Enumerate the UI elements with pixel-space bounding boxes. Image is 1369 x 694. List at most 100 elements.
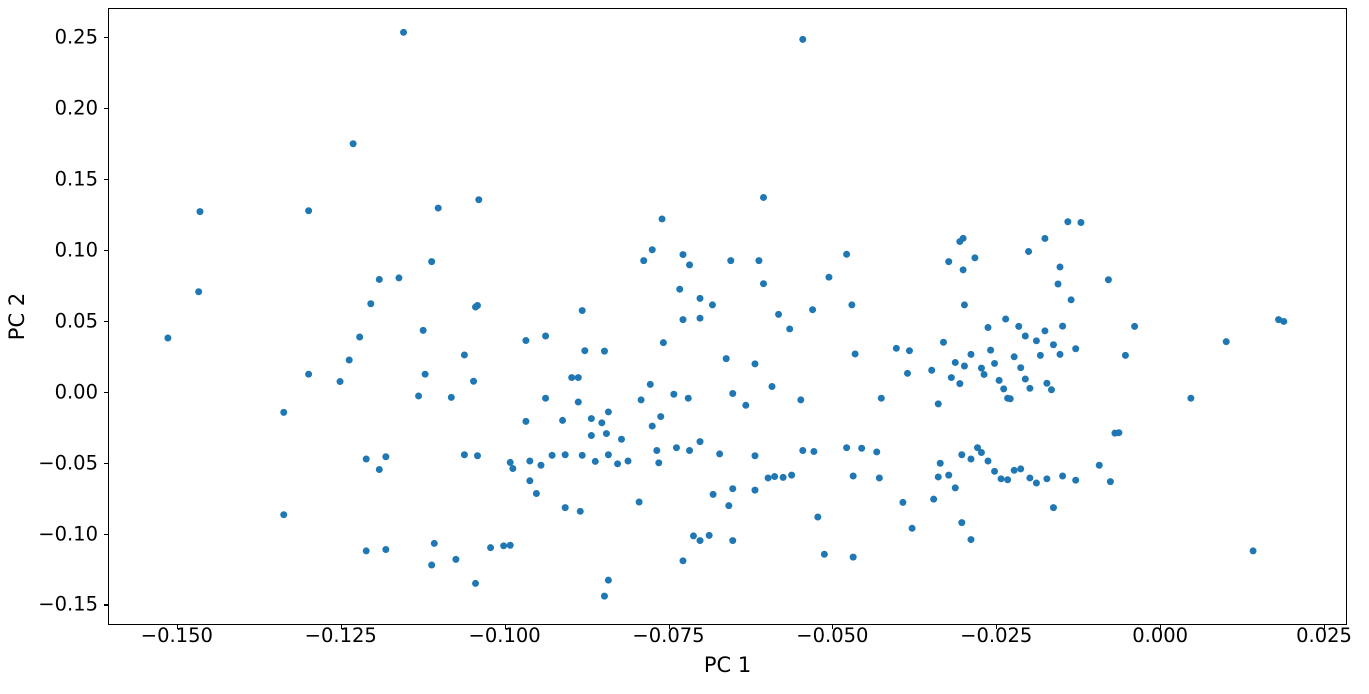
scatter-point xyxy=(686,447,694,455)
scatter-point xyxy=(670,390,678,398)
y-tick-mark xyxy=(104,533,108,535)
scatter-point xyxy=(472,579,480,587)
scatter-point xyxy=(967,536,975,544)
scatter-point xyxy=(637,396,645,404)
scatter-point xyxy=(537,461,545,469)
scatter-point xyxy=(1067,296,1075,304)
scatter-point xyxy=(779,473,787,481)
scatter-point xyxy=(843,444,851,452)
scatter-point xyxy=(280,511,288,519)
scatter-point xyxy=(395,274,403,282)
scatter-point xyxy=(506,458,514,466)
scatter-point xyxy=(729,537,737,545)
scatter-point xyxy=(959,266,967,274)
y-tick-mark xyxy=(104,37,108,39)
x-tick-mark xyxy=(176,625,178,629)
scatter-point xyxy=(574,398,582,406)
scatter-point xyxy=(624,457,632,465)
scatter-point xyxy=(1006,395,1014,403)
scatter-point xyxy=(487,544,495,552)
scatter-point xyxy=(956,380,964,388)
scatter-point xyxy=(799,35,807,43)
scatter-point xyxy=(434,204,442,212)
y-tick-label: 0.00 xyxy=(54,379,98,403)
scatter-point xyxy=(1121,351,1129,359)
scatter-point xyxy=(1041,327,1049,335)
scatter-point xyxy=(1032,337,1040,345)
scatter-point xyxy=(1000,385,1008,393)
scatter-point xyxy=(956,238,964,246)
scatter-point xyxy=(648,246,656,254)
scatter-point xyxy=(1041,234,1049,242)
scatter-point xyxy=(980,370,988,378)
y-tick-mark xyxy=(104,604,108,606)
scatter-point xyxy=(934,400,942,408)
scatter-point xyxy=(1017,465,1025,473)
scatter-point xyxy=(729,485,737,493)
scatter-point xyxy=(892,344,900,352)
scatter-point xyxy=(526,457,534,465)
scatter-point xyxy=(1280,317,1288,325)
scatter-point xyxy=(1072,476,1080,484)
scatter-point xyxy=(1010,466,1018,474)
scatter-point xyxy=(1017,364,1025,372)
scatter-point xyxy=(1054,280,1062,288)
scatter-point xyxy=(708,301,716,309)
scatter-point xyxy=(1059,472,1067,480)
scatter-point xyxy=(820,550,828,558)
scatter-point xyxy=(375,465,383,473)
scatter-point xyxy=(460,351,468,359)
scatter-point xyxy=(1036,351,1044,359)
scatter-point xyxy=(848,301,856,309)
scatter-point xyxy=(655,459,663,467)
scatter-point xyxy=(506,541,514,549)
scatter-point xyxy=(430,539,438,547)
scatter-point xyxy=(1026,384,1034,392)
scatter-point xyxy=(991,467,999,475)
scatter-point xyxy=(974,444,982,452)
scatter-point xyxy=(751,360,759,368)
y-tick-mark xyxy=(104,391,108,393)
scatter-point xyxy=(679,251,687,259)
scatter-point xyxy=(945,471,953,479)
scatter-point xyxy=(814,513,822,521)
scatter-point xyxy=(614,460,622,468)
plot-axes-area xyxy=(108,8,1347,625)
scatter-point xyxy=(382,546,390,553)
x-tick-mark xyxy=(504,625,506,629)
scatter-point xyxy=(760,193,767,201)
scatter-point xyxy=(934,473,942,481)
scatter-point xyxy=(1049,504,1057,512)
scatter-point xyxy=(1043,379,1051,387)
scatter-point xyxy=(604,451,612,459)
scatter-point xyxy=(1056,350,1064,358)
scatter-point xyxy=(799,447,807,455)
scatter-point xyxy=(1004,476,1012,484)
scatter-point xyxy=(509,464,517,472)
y-tick-mark xyxy=(104,320,108,322)
scatter-point xyxy=(967,455,975,463)
scatter-point xyxy=(742,401,750,409)
scatter-point xyxy=(581,347,589,355)
scatter-point xyxy=(849,472,857,480)
scatter-point xyxy=(716,450,724,458)
scatter-point xyxy=(658,215,666,223)
scatter-point xyxy=(415,392,423,400)
y-tick-label: 0.20 xyxy=(54,96,98,120)
scatter-point xyxy=(1222,338,1230,346)
scatter-point xyxy=(679,316,687,324)
y-tick-mark xyxy=(104,178,108,180)
scatter-point xyxy=(1002,315,1010,323)
scatter-point xyxy=(452,555,460,563)
scatter-point xyxy=(977,364,985,372)
scatter-point xyxy=(899,498,907,506)
scatter-point xyxy=(475,196,483,204)
x-tick-mark xyxy=(996,625,998,629)
scatter-point xyxy=(522,337,530,345)
scatter-point xyxy=(755,257,763,265)
scatter-point xyxy=(951,484,959,492)
scatter-point xyxy=(945,258,953,266)
y-tick-label: −0.15 xyxy=(38,592,98,616)
y-axis-label: PC 2 xyxy=(6,8,30,625)
